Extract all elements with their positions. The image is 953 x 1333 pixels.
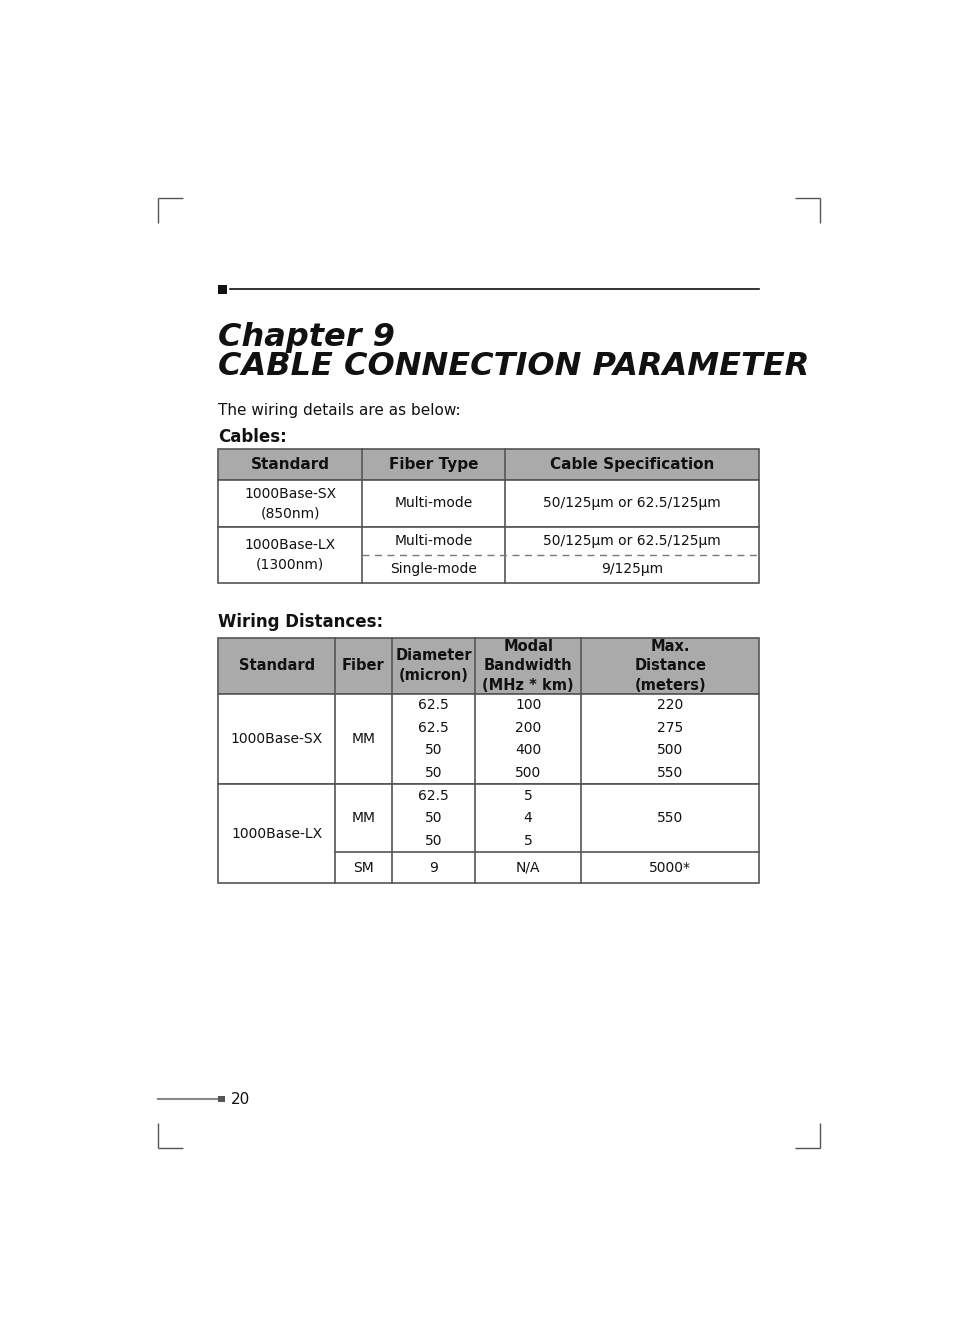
Text: Multi-mode: Multi-mode: [394, 496, 472, 511]
Text: 5
4
5: 5 4 5: [523, 789, 532, 848]
Text: Wiring Distances:: Wiring Distances:: [218, 613, 383, 632]
Text: Modal
Bandwidth
(MHz * km): Modal Bandwidth (MHz * km): [482, 639, 574, 693]
Text: 5000*: 5000*: [648, 861, 690, 874]
Bar: [218, 1096, 225, 1102]
Bar: [218, 528, 759, 583]
Text: N/A: N/A: [516, 861, 539, 874]
Text: 9: 9: [429, 861, 437, 874]
Text: Max.
Distance
(meters): Max. Distance (meters): [634, 639, 705, 693]
Text: Fiber: Fiber: [341, 659, 384, 673]
Text: SM: SM: [353, 861, 374, 874]
Text: 62.5
62.5
50
50: 62.5 62.5 50 50: [417, 697, 448, 780]
Text: 20: 20: [231, 1092, 250, 1106]
Text: 550: 550: [657, 812, 682, 825]
Bar: [218, 449, 759, 480]
Bar: [218, 784, 759, 882]
Text: Diameter
(micron): Diameter (micron): [395, 648, 472, 684]
Text: Cables:: Cables:: [218, 428, 287, 447]
Text: Multi-mode: Multi-mode: [394, 535, 472, 548]
Text: CABLE CONNECTION PARAMETER: CABLE CONNECTION PARAMETER: [218, 351, 809, 383]
Text: 1000Base-SX
(850nm): 1000Base-SX (850nm): [244, 487, 335, 520]
Text: Standard: Standard: [251, 457, 330, 472]
Text: 50/125μm or 62.5/125μm: 50/125μm or 62.5/125μm: [543, 535, 720, 548]
Text: MM: MM: [351, 812, 375, 825]
Bar: [218, 480, 759, 528]
Text: Standard: Standard: [238, 659, 314, 673]
Text: 1000Base-SX: 1000Base-SX: [231, 732, 322, 746]
Text: 9/125μm: 9/125μm: [600, 561, 662, 576]
Text: Cable Specification: Cable Specification: [550, 457, 714, 472]
Text: Single-mode: Single-mode: [390, 561, 476, 576]
Text: 1000Base-LX
(1300nm): 1000Base-LX (1300nm): [244, 539, 335, 572]
Text: The wiring details are as below:: The wiring details are as below:: [218, 404, 460, 419]
Text: Fiber Type: Fiber Type: [388, 457, 477, 472]
Text: Chapter 9: Chapter 9: [218, 321, 395, 353]
Text: 50/125μm or 62.5/125μm: 50/125μm or 62.5/125μm: [543, 496, 720, 511]
Text: 62.5
50
50: 62.5 50 50: [417, 789, 448, 848]
Bar: [218, 639, 759, 693]
Bar: [218, 285, 227, 295]
Text: 220
275
500
550: 220 275 500 550: [657, 697, 682, 780]
Bar: [218, 693, 759, 784]
Text: MM: MM: [351, 732, 375, 746]
Text: 100
200
400
500: 100 200 400 500: [515, 697, 540, 780]
Text: 1000Base-LX: 1000Base-LX: [231, 826, 322, 841]
